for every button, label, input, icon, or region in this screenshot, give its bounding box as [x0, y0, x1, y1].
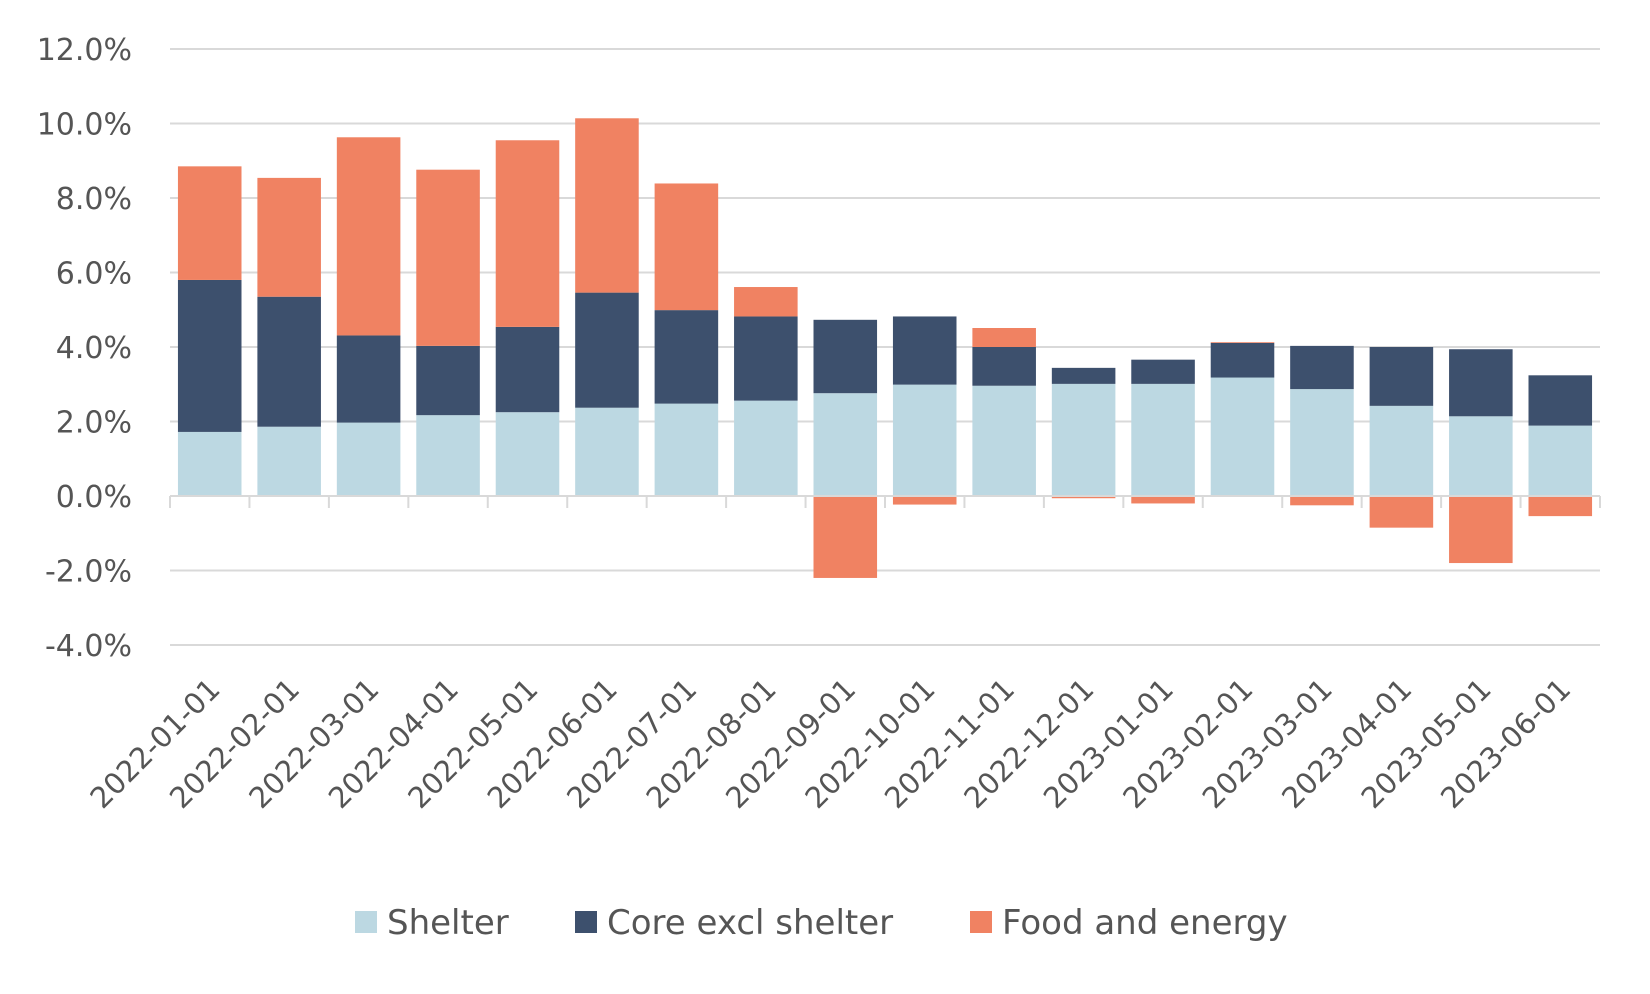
bar-segment — [416, 415, 480, 496]
bar-segment — [972, 328, 1036, 347]
x-tick-labels: 2022-01-012022-02-012022-03-012022-04-01… — [83, 672, 1577, 815]
bar-segment — [495, 140, 560, 327]
bar-segment — [1051, 383, 1116, 496]
bar-segment — [495, 326, 560, 413]
bar-segment — [654, 183, 719, 311]
bar-segment — [177, 431, 242, 496]
bar-segment — [416, 345, 480, 416]
bar-segment — [734, 316, 798, 401]
y-tick-label: -2.0% — [45, 555, 132, 590]
bar-segment — [1290, 345, 1354, 390]
bar-segment — [1051, 496, 1116, 499]
bar-segment — [892, 316, 957, 385]
bar-segment — [1528, 496, 1593, 517]
bar-segment — [654, 310, 719, 404]
y-tick-label: 2.0% — [56, 406, 132, 441]
y-tick-label: 8.0% — [56, 182, 132, 217]
bar-segment — [1369, 347, 1434, 406]
y-tick-labels: -4.0% -2.0% 0.0% 2.0% 4.0% 6.0% 8.0% 10.0% 12.0% — [37, 33, 132, 664]
bar-segment — [1369, 405, 1434, 496]
bar-segment — [336, 422, 401, 496]
bars — [177, 118, 1593, 578]
bar-segment — [257, 296, 321, 427]
bar-segment — [257, 426, 321, 496]
bar-segment — [892, 384, 957, 496]
bar-segment — [1528, 375, 1593, 426]
bar-segment — [575, 118, 639, 293]
y-tick-label: 6.0% — [56, 257, 132, 292]
bar-segment — [813, 496, 878, 578]
bar-segment — [1449, 416, 1513, 496]
bar-segment — [1051, 367, 1116, 384]
y-tick-label: 0.0% — [56, 480, 132, 515]
bar-segment — [1210, 342, 1275, 343]
legend-swatch — [355, 911, 377, 933]
bar-segment — [972, 385, 1036, 496]
legend-label: Food and energy — [1002, 903, 1288, 943]
bar-segment — [336, 335, 401, 423]
y-tick-label: -4.0% — [45, 629, 132, 664]
legend-label: Core excl shelter — [607, 903, 893, 943]
bar-segment — [1290, 389, 1354, 496]
bar-segment — [654, 403, 719, 496]
bar-segment — [1528, 425, 1593, 496]
bar-segment — [336, 137, 401, 336]
x-axis — [169, 495, 1601, 508]
gridlines — [170, 48, 1600, 646]
bar-segment — [177, 166, 242, 280]
bar-segment — [1131, 383, 1195, 496]
bar-segment — [1290, 496, 1354, 506]
legend-label: Shelter — [387, 903, 509, 943]
bar-segment — [416, 169, 480, 346]
bar-segment — [813, 319, 878, 394]
bar-segment — [892, 496, 957, 505]
bar-segment — [1210, 377, 1275, 496]
bar-segment — [734, 287, 798, 317]
bar-segment — [1449, 349, 1513, 417]
bar-segment — [177, 279, 242, 432]
bar-segment — [575, 292, 639, 408]
bar-segment — [1131, 359, 1195, 384]
bar-segment — [1449, 496, 1513, 564]
bar-segment — [734, 400, 798, 496]
bar-segment — [575, 407, 639, 496]
y-tick-label: 4.0% — [56, 331, 132, 366]
legend-swatch — [575, 911, 597, 933]
bar-segment — [495, 412, 560, 496]
y-tick-label: 10.0% — [37, 108, 132, 143]
bar-segment — [1210, 342, 1275, 378]
legend: Shelter Core excl shelter Food and energy — [355, 903, 1288, 943]
bar-segment — [257, 177, 321, 297]
legend-swatch — [970, 911, 992, 933]
bar-segment — [972, 347, 1036, 386]
bar-segment — [1369, 496, 1434, 528]
y-tick-label: 12.0% — [37, 33, 132, 68]
bar-segment — [1131, 496, 1195, 504]
bar-segment — [813, 393, 878, 496]
